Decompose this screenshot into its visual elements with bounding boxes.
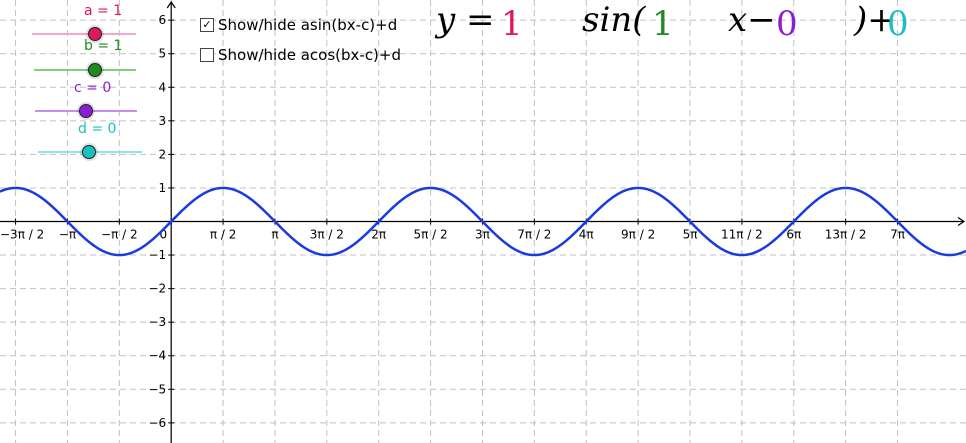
slider-b-track[interactable] xyxy=(34,69,136,71)
formula-y-equals: y = xyxy=(436,0,495,40)
formula-x-minus: x− xyxy=(728,0,776,40)
formula-d-value: 0 xyxy=(887,4,909,44)
formula-sin: sin( xyxy=(582,0,646,40)
slider-d-label: d = 0 xyxy=(78,121,117,137)
slider-d[interactable]: d = 0 xyxy=(32,121,142,161)
x-tick-label: π / 2 xyxy=(210,228,237,242)
x-tick-label: −3π / 2 xyxy=(0,228,44,242)
y-tick-label: −1 xyxy=(148,248,166,262)
toggle-acos-row[interactable]: Show/hide acos(bx-c)+d xyxy=(200,46,401,64)
x-tick-label: 4π xyxy=(579,228,594,242)
toggle-asin-label: Show/hide asin(bx-c)+d xyxy=(218,16,398,34)
x-axis-ticks: −3π / 2 −π −π / 2 0 π / 2 π 3π / 2 2π 5π / 2 3π 7π… xyxy=(0,218,905,242)
toggle-acos-checkbox[interactable] xyxy=(200,48,214,62)
y-tick-label: −3 xyxy=(148,315,166,329)
slider-d-knob[interactable] xyxy=(82,145,96,159)
x-tick-label: −π / 2 xyxy=(101,228,138,242)
x-tick-label: −π xyxy=(59,228,76,242)
x-tick-label: 2π xyxy=(371,228,386,242)
x-tick-label: 3π xyxy=(475,228,490,242)
x-tick-label: 0 xyxy=(160,228,168,242)
toggle-asin-row[interactable]: ✓ Show/hide asin(bx-c)+d xyxy=(200,16,397,34)
y-tick-label: 1 xyxy=(159,181,167,195)
slider-c[interactable]: c = 0 xyxy=(32,80,142,120)
slider-a-label: a = 1 xyxy=(84,3,123,19)
y-tick-label: 6 xyxy=(159,13,167,27)
toggle-acos-label: Show/hide acos(bx-c)+d xyxy=(218,46,402,64)
x-axis-arrow xyxy=(957,217,966,226)
x-tick-label: π xyxy=(271,228,278,242)
y-tick-label: 2 xyxy=(159,147,167,161)
slider-a[interactable]: a = 1 xyxy=(32,3,142,43)
slider-a-knob[interactable] xyxy=(88,27,102,41)
x-tick-label: 6π xyxy=(786,228,801,242)
formula-close-plus: )+ xyxy=(854,0,896,40)
y-tick-label: 4 xyxy=(159,80,167,94)
y-tick-label: −2 xyxy=(148,282,166,296)
slider-b-knob[interactable] xyxy=(88,63,102,77)
y-axis-arrow xyxy=(166,0,176,9)
x-tick-label: 7π xyxy=(890,228,905,242)
sine-curve[interactable] xyxy=(0,186,966,257)
x-tick-label: 7π / 2 xyxy=(517,228,551,242)
y-tick-label: 5 xyxy=(159,47,167,61)
x-tick-label: 13π / 2 xyxy=(825,228,867,242)
slider-b-label: b = 1 xyxy=(84,38,123,54)
slider-a-track[interactable] xyxy=(32,33,136,35)
x-tick-label: 5π xyxy=(683,228,698,242)
formula-a-value: 1 xyxy=(501,4,523,44)
x-tick-label: 5π / 2 xyxy=(414,228,448,242)
y-tick-label: −6 xyxy=(148,416,166,430)
x-tick-label: 11π / 2 xyxy=(721,228,763,242)
slider-c-knob[interactable] xyxy=(79,104,93,118)
formula-c-value: 0 xyxy=(776,4,798,44)
y-axis-ticks: 6 5 4 3 2 1 −1 −2 −3 −4 −5 −6 xyxy=(148,13,175,430)
formula-b-value: 1 xyxy=(652,4,674,44)
x-tick-label: 9π / 2 xyxy=(621,228,655,242)
y-tick-label: −4 xyxy=(148,349,166,363)
slider-b[interactable]: b = 1 xyxy=(32,38,142,78)
y-tick-label: −5 xyxy=(148,382,166,396)
y-tick-label: 3 xyxy=(159,114,167,128)
toggle-asin-checkbox[interactable]: ✓ xyxy=(200,18,214,32)
x-tick-label: 3π / 2 xyxy=(310,228,344,242)
slider-c-label: c = 0 xyxy=(74,80,112,96)
